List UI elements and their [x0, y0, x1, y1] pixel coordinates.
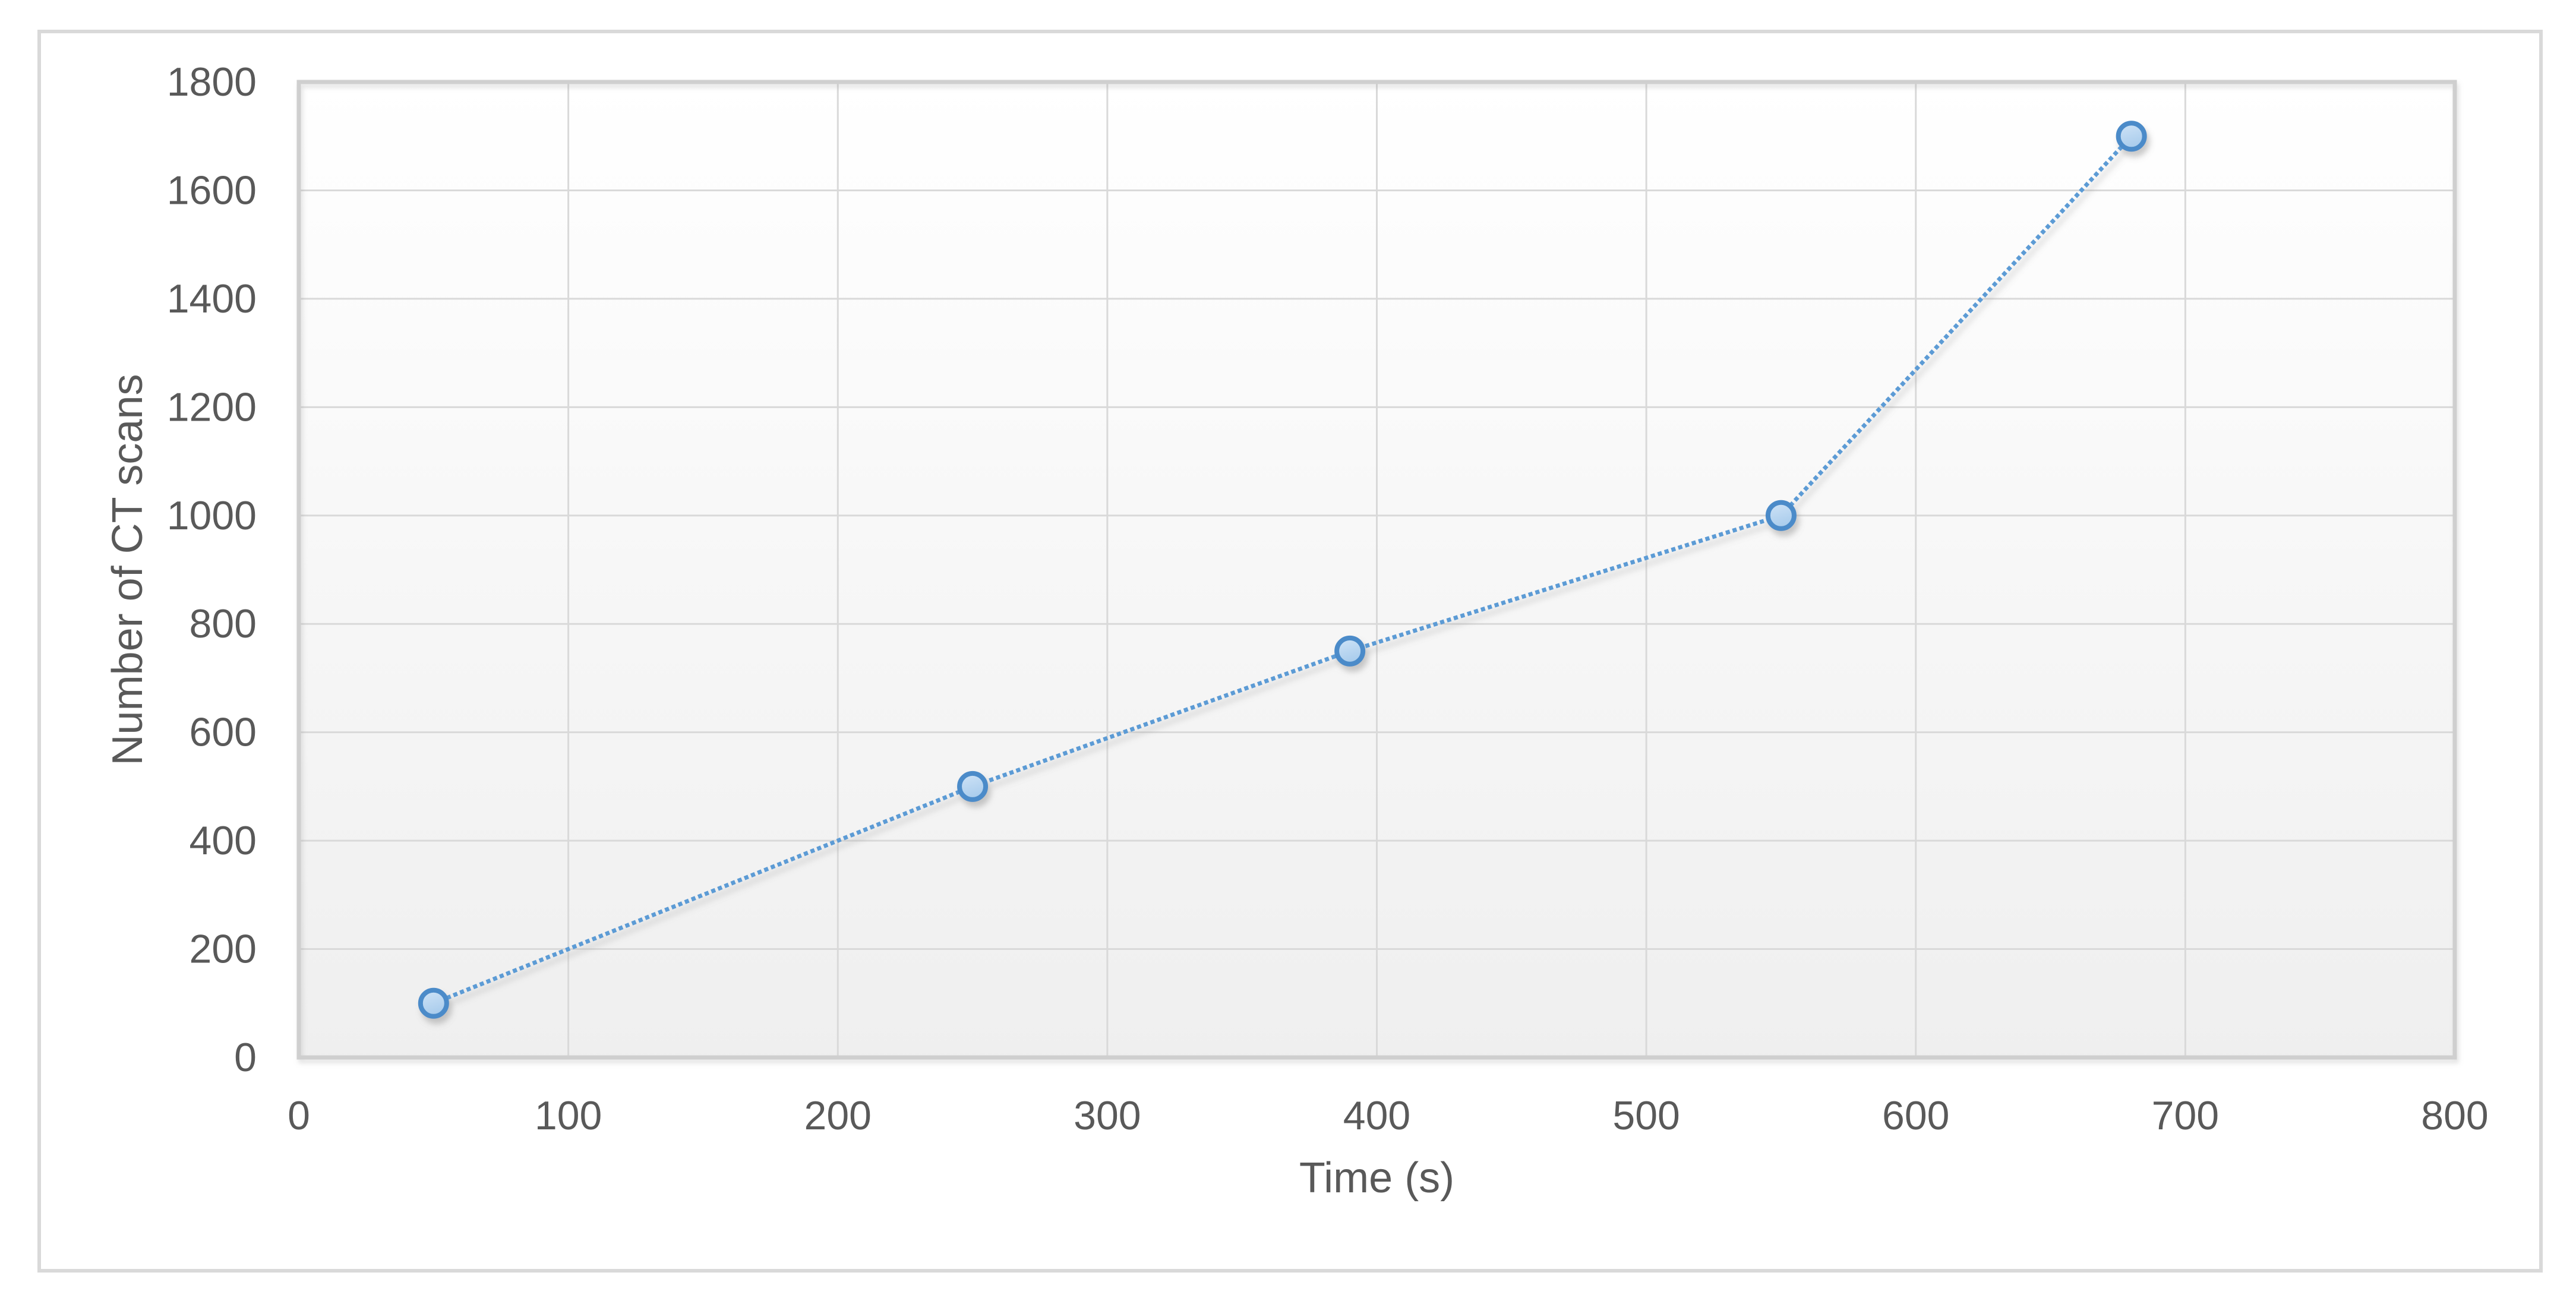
y-tick-label: 600: [190, 710, 257, 755]
x-tick-label: 600: [1882, 1093, 1949, 1138]
data-point-1: [957, 771, 989, 802]
y-tick-label: 1800: [167, 59, 257, 105]
x-tick-label: 400: [1343, 1093, 1410, 1138]
y-tick-label: 400: [190, 818, 257, 863]
y-axis-tick-labels: 0 200 400 600 800 1000 1200 1400 1600 1800: [167, 59, 257, 1080]
y-tick-label: 1400: [167, 276, 257, 321]
y-tick-label: 1600: [167, 168, 257, 213]
data-point-0: [418, 987, 449, 1019]
x-axis-tick-labels: 0 100 200 300 400 500 600 700 800: [288, 1093, 2489, 1138]
x-tick-label: 700: [2152, 1093, 2219, 1138]
y-tick-label: 800: [190, 601, 257, 646]
series-line: [433, 134, 2133, 1006]
x-tick-label: 0: [288, 1093, 310, 1138]
plot-area-border: [296, 80, 2457, 1060]
x-tick-label: 300: [1074, 1093, 1141, 1138]
y-axis-title: Number of CT scans: [104, 374, 151, 766]
y-tick-label: 1200: [167, 384, 257, 430]
x-tick-label: 500: [1612, 1093, 1680, 1138]
y-tick-label: 1000: [167, 493, 257, 538]
data-point-4: [2116, 121, 2147, 152]
x-tick-label: 100: [535, 1093, 602, 1138]
data-point-3: [1765, 500, 1797, 531]
y-tick-label: 200: [190, 927, 257, 972]
x-tick-label: 800: [2421, 1093, 2488, 1138]
data-point-2: [1334, 635, 1366, 667]
y-tick-label: 0: [234, 1035, 257, 1080]
x-tick-label: 200: [804, 1093, 872, 1138]
chart-border: [37, 30, 2543, 1273]
x-axis-title: Time (s): [1299, 1154, 1454, 1202]
data-series: [418, 121, 2147, 1019]
